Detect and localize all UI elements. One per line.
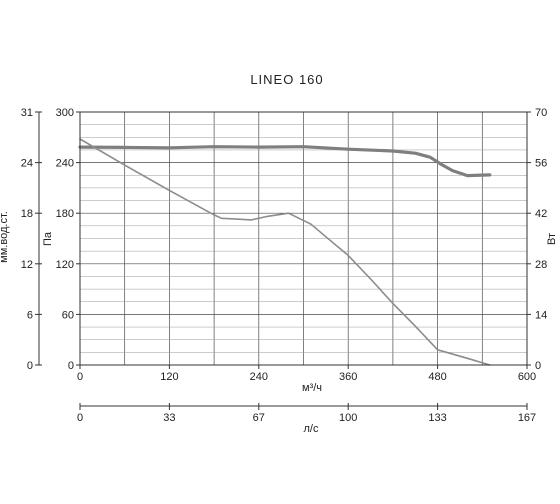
x-tick-label: 480 — [428, 371, 446, 383]
y-tick-label: 180 — [56, 208, 74, 220]
y-tick-label: 300 — [56, 107, 74, 119]
y-outer-tick-label: 6 — [27, 309, 33, 321]
y-tick-label: 60 — [62, 309, 74, 321]
y-outer-tick-label: 0 — [27, 360, 33, 372]
x-secondary-tick-label: 167 — [518, 412, 536, 424]
x-secondary-axis-label: л/с — [304, 423, 319, 435]
series-layer — [78, 138, 492, 366]
y-axis-label: Па — [42, 231, 54, 246]
y-right-tick-label: 70 — [535, 107, 547, 119]
y-outer-tick-label: 24 — [21, 158, 33, 170]
y-right-tick-label: 0 — [535, 360, 541, 372]
y-outer-axis-label: мм.вод.ст. — [0, 211, 10, 263]
x-secondary-tick-label: 33 — [163, 412, 175, 424]
y-right-tick-label: 28 — [535, 259, 547, 271]
x-tick-label: 0 — [77, 371, 83, 383]
y-right-tick-label: 42 — [535, 208, 547, 220]
x-secondary-tick-label: 133 — [428, 412, 446, 424]
plot-frame — [79, 111, 528, 366]
y-right-axis-label: Вт — [546, 233, 558, 245]
chart-title: LINEO 160 — [250, 72, 323, 87]
pressure-curve — [79, 138, 491, 366]
y-right-tick-label: 14 — [535, 309, 547, 321]
x-tick-label: 240 — [250, 371, 268, 383]
power-curve — [78, 145, 492, 178]
x-tick-label: 120 — [160, 371, 178, 383]
y-right-tick-label: 56 — [535, 158, 547, 170]
x-secondary-tick-label: 100 — [339, 412, 357, 424]
x-tick-label: 360 — [339, 371, 357, 383]
x-axis-label: м³/ч — [302, 382, 322, 394]
grid-layer — [80, 112, 527, 365]
x-tick-label: 600 — [518, 371, 536, 383]
y-tick-label: 120 — [56, 259, 74, 271]
y-tick-label: 0 — [68, 360, 74, 372]
x-secondary-tick-label: 67 — [253, 412, 265, 424]
x-secondary-tick-label: 0 — [77, 412, 83, 424]
y-outer-tick-label: 31 — [21, 107, 33, 119]
y-outer-tick-label: 18 — [21, 208, 33, 220]
y-tick-label: 240 — [56, 158, 74, 170]
y-outer-tick-label: 12 — [21, 259, 33, 271]
